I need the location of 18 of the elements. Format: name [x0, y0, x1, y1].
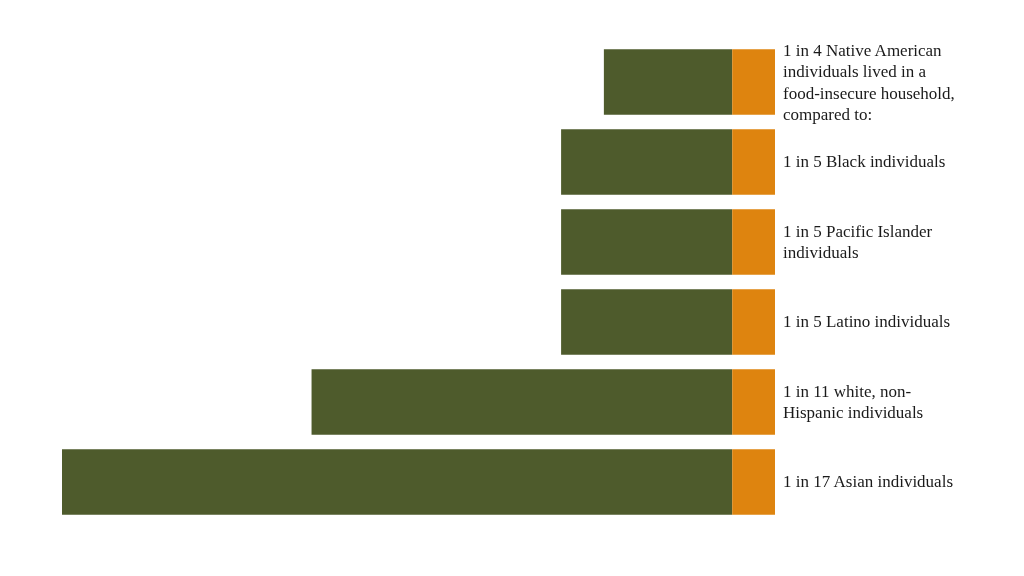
y-tick-label: 1 in 11 white, non-Hispanic individuals	[783, 380, 925, 424]
bar	[732, 369, 775, 435]
y-tick-label: 1 in 5 Latino individuals	[783, 311, 952, 333]
bar	[732, 289, 775, 355]
bar	[732, 209, 775, 275]
bar	[561, 209, 733, 275]
bar	[732, 49, 775, 115]
bar	[732, 449, 775, 515]
bar	[561, 129, 733, 195]
text: 1 in 4 Native American individuals lived in a food-insecure household, compared to:	[783, 39, 956, 125]
bar	[603, 49, 733, 115]
y-tick-label: 1 in 17 Asian individuals	[783, 471, 954, 493]
y-tick-label: 1 in 5 Pacific Islander individuals	[783, 220, 934, 264]
bar	[62, 449, 733, 515]
bar	[311, 369, 733, 435]
bar	[561, 289, 733, 355]
bar	[732, 129, 775, 195]
y-tick-label: 1 in 5 Black individuals	[783, 151, 947, 173]
